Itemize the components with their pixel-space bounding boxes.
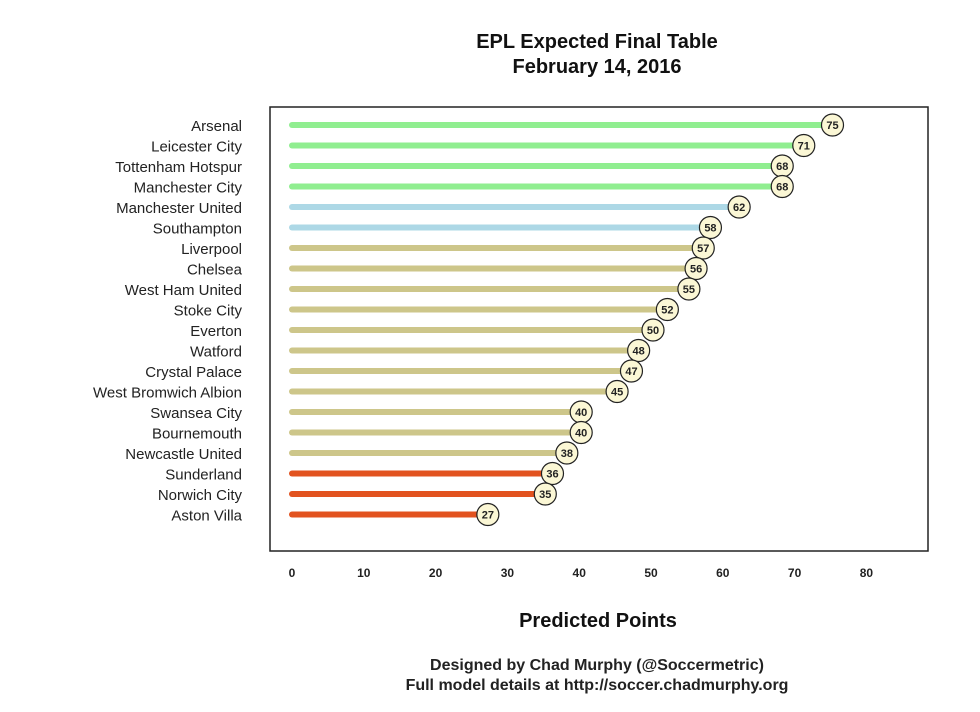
category-label: Watford bbox=[190, 344, 242, 361]
category-label: Stoke City bbox=[174, 303, 243, 320]
value-marker bbox=[691, 236, 715, 260]
category-labels: Arsenal Leicester City Tottenham Hotspur Ma… bbox=[93, 118, 243, 525]
category-label: West Bromwich Albion bbox=[93, 385, 242, 402]
category-label: Southampton bbox=[153, 221, 242, 238]
x-tick-label: 0 bbox=[289, 566, 296, 580]
value-label: 47 bbox=[625, 366, 637, 378]
x-tick-labels: 0 10 20 30 40 50 60 70 80 bbox=[289, 566, 874, 580]
value-marker bbox=[627, 338, 651, 363]
plot-frame bbox=[269, 106, 929, 552]
value-label: 68 bbox=[776, 161, 788, 173]
category-label: Manchester United bbox=[116, 200, 242, 217]
value-label: 71 bbox=[798, 141, 810, 153]
category-label: Norwich City bbox=[158, 487, 243, 504]
value-label: 40 bbox=[575, 407, 587, 419]
category-label: Sunderland bbox=[165, 467, 242, 484]
value-label: 38 bbox=[561, 448, 573, 460]
value-label: 45 bbox=[611, 387, 623, 399]
value-marker bbox=[569, 420, 593, 445]
x-tick-label: 50 bbox=[644, 566, 658, 580]
chart-title-line: EPL Expected Final Table bbox=[476, 31, 718, 53]
category-label: Newcastle United bbox=[125, 446, 242, 463]
value-marker bbox=[476, 502, 500, 527]
value-label: 56 bbox=[690, 264, 702, 276]
value-label: 55 bbox=[683, 284, 695, 296]
x-tick-label: 60 bbox=[716, 566, 730, 580]
value-marker bbox=[792, 133, 816, 158]
value-marker bbox=[605, 379, 629, 404]
category-label: Bournemouth bbox=[152, 426, 242, 443]
category-label: Chelsea bbox=[187, 262, 243, 279]
value-marker bbox=[727, 195, 751, 219]
value-marker bbox=[677, 277, 701, 301]
value-label: 27 bbox=[482, 510, 494, 522]
category-label: Liverpool bbox=[181, 241, 242, 258]
chart-subtitle: February 14, 2016 bbox=[512, 56, 682, 78]
value-label: 50 bbox=[647, 325, 659, 337]
category-label: Aston Villa bbox=[171, 508, 242, 525]
value-marker bbox=[684, 256, 708, 281]
category-label: Arsenal bbox=[191, 118, 242, 135]
value-marker bbox=[619, 359, 644, 383]
category-label: Tottenham Hotspur bbox=[115, 159, 242, 176]
x-tick-label: 30 bbox=[501, 566, 515, 580]
value-marker bbox=[540, 461, 565, 486]
x-tick-label: 40 bbox=[573, 566, 587, 580]
category-label: West Ham United bbox=[125, 282, 242, 299]
category-label: Swansea City bbox=[150, 405, 242, 422]
category-label: Manchester City bbox=[134, 180, 243, 197]
footer-credit: Designed by Chad Murphy (@Soccermetric) bbox=[430, 657, 764, 674]
value-label: 35 bbox=[539, 489, 551, 501]
category-label: Leicester City bbox=[151, 139, 242, 156]
value-marker bbox=[555, 441, 579, 465]
value-label: 40 bbox=[575, 428, 587, 440]
x-tick-label: 10 bbox=[357, 566, 371, 580]
x-tick-label: 80 bbox=[860, 566, 874, 580]
value-label: 52 bbox=[661, 305, 673, 317]
value-marker bbox=[820, 113, 845, 137]
category-label: Everton bbox=[190, 323, 242, 340]
x-tick-label: 20 bbox=[429, 566, 443, 580]
value-marker bbox=[698, 215, 723, 240]
value-marker bbox=[533, 482, 557, 506]
chart-title: EPL Expected Final Table February 14, 20… bbox=[0, 30, 980, 80]
footer: Designed by Chad Murphy (@Soccermetric) … bbox=[0, 656, 980, 696]
value-label: 48 bbox=[633, 346, 645, 358]
value-label: 62 bbox=[733, 202, 745, 214]
value-label: 58 bbox=[704, 223, 716, 235]
value-label: 57 bbox=[697, 243, 709, 255]
value-marker bbox=[770, 174, 794, 199]
value-label: 36 bbox=[546, 469, 558, 481]
x-tick-label: 70 bbox=[788, 566, 802, 580]
category-label: Crystal Palace bbox=[145, 364, 242, 381]
value-label: 75 bbox=[826, 120, 838, 132]
value-marker bbox=[641, 318, 665, 342]
value-label: 68 bbox=[776, 182, 788, 194]
value-marker bbox=[655, 297, 679, 322]
footer-link: Full model details at http://soccer.chad… bbox=[405, 677, 789, 694]
x-axis-label: Predicted Points bbox=[519, 610, 677, 632]
